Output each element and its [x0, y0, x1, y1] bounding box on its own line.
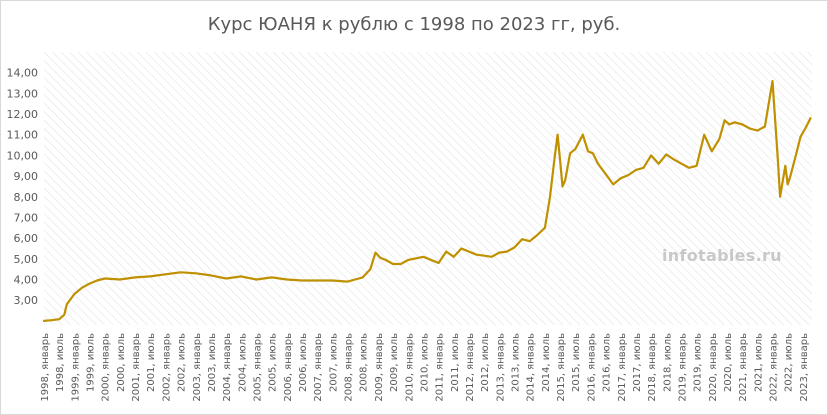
x-tick-label: 2012, июль — [480, 333, 491, 392]
y-tick-label: 4,00 — [14, 274, 39, 287]
x-tick-label: 2016, январь — [586, 333, 597, 402]
x-tick-label: 2000, июль — [116, 333, 127, 392]
x-tick-label: 2003, январь — [192, 333, 203, 402]
x-tick-label: 2009, январь — [374, 333, 385, 402]
x-tick-label: 2014, январь — [526, 333, 537, 402]
x-tick-label: 2017, июль — [632, 333, 643, 392]
x-tick-label: 1998, январь — [40, 333, 51, 402]
x-tick-label: 2020, январь — [708, 333, 719, 402]
x-tick-label: 2015, июль — [571, 333, 582, 392]
x-tick-label: 2002, январь — [161, 333, 172, 402]
y-tick-label: 7,00 — [14, 211, 39, 224]
x-tick-label: 2015, январь — [556, 333, 567, 402]
watermark: infotables.ru — [662, 246, 782, 265]
y-tick-label: 5,00 — [14, 253, 39, 266]
x-tick-label: 2022, январь — [769, 333, 780, 402]
x-tick-label: 1999, январь — [70, 333, 81, 402]
x-tick-label: 1998, июль — [55, 333, 66, 392]
x-tick-label: 2021, июль — [753, 333, 764, 392]
x-tick-label: 2009, июль — [389, 333, 400, 392]
y-tick-label: 11,00 — [7, 129, 39, 142]
x-tick-label: 2022, июль — [784, 333, 795, 392]
x-tick-label: 1999, июль — [86, 333, 97, 392]
y-tick-label: 13,00 — [7, 87, 39, 100]
x-tick-label: 2006, январь — [283, 333, 294, 402]
x-tick-label: 2023, январь — [799, 333, 810, 402]
x-tick-label: 2006, июль — [298, 333, 309, 392]
y-tick-label: 6,00 — [14, 232, 39, 245]
x-tick-label: 2008, январь — [344, 333, 355, 402]
x-tick-label: 2013, июль — [511, 333, 522, 392]
x-tick-label: 2001, июль — [146, 333, 157, 392]
x-tick-label: 2002, июль — [177, 333, 188, 392]
x-tick-label: 2017, январь — [617, 333, 628, 402]
series-line — [42, 79, 812, 322]
x-tick-label: 2020, июль — [723, 333, 734, 392]
x-tick-label: 2010, июль — [419, 333, 430, 392]
x-tick-label: 2019, июль — [693, 333, 704, 392]
plot-grid — [44, 52, 812, 325]
x-tick-label: 2005, июль — [268, 333, 279, 392]
y-axis: 3,00 4,00 5,00 6,00 7,00 8,00 9,00 10,00 11,00 12… — [7, 67, 39, 308]
x-tick-label: 2018, июль — [662, 333, 673, 392]
x-tick-label: 2005, январь — [252, 333, 263, 402]
x-tick-label: 2010, январь — [404, 333, 415, 402]
y-tick-label: 10,00 — [7, 149, 39, 162]
y-tick-label: 8,00 — [14, 191, 39, 204]
x-tick-label: 2012, январь — [465, 333, 476, 402]
x-tick-label: 2016, июль — [602, 333, 613, 392]
x-tick-label: 2013, январь — [495, 333, 506, 402]
x-tick-label: 2007, июль — [328, 333, 339, 392]
x-tick-label: 2000, январь — [101, 333, 112, 402]
y-tick-label: 3,00 — [14, 294, 39, 307]
x-tick-label: 2021, январь — [738, 333, 749, 402]
x-tick-label: 2018, январь — [647, 333, 658, 402]
y-tick-label: 12,00 — [7, 108, 39, 121]
x-tick-label: 2003, июль — [207, 333, 218, 392]
x-tick-label: 2008, июль — [359, 333, 370, 392]
x-tick-label: 2011, июль — [450, 333, 461, 392]
x-axis: 1998, январь 1998, июль 1999, январь 1999, … — [40, 333, 810, 402]
x-tick-label: 2007, январь — [313, 333, 324, 402]
y-tick-label: 14,00 — [7, 67, 39, 80]
x-tick-label: 2019, январь — [677, 333, 688, 402]
x-tick-label: 2001, январь — [131, 333, 142, 402]
x-tick-label: 2011, январь — [435, 333, 446, 402]
x-tick-label: 2014, июль — [541, 333, 552, 392]
chart-title: Курс ЮАНЯ к рублю с 1998 по 2023 гг, руб… — [207, 14, 621, 35]
x-tick-label: 2004, январь — [222, 333, 233, 402]
x-tick-label: 2004, июль — [237, 333, 248, 392]
plot-area-hatch — [44, 52, 812, 325]
series-layer — [42, 79, 812, 322]
y-tick-label: 9,00 — [14, 170, 39, 183]
